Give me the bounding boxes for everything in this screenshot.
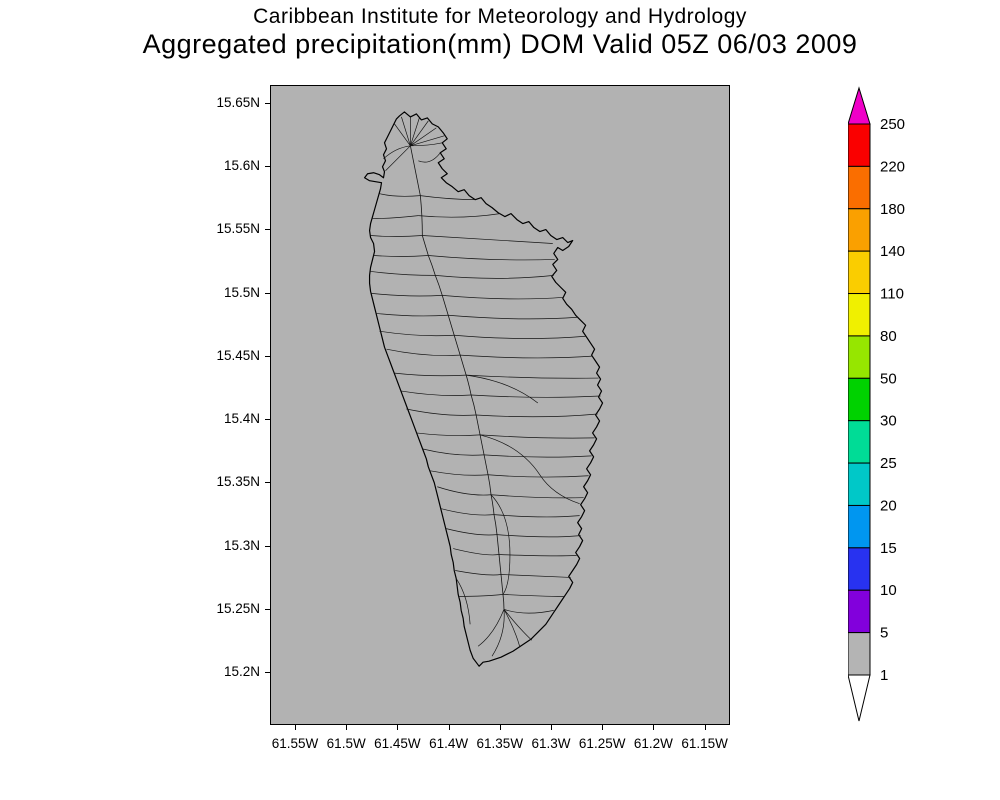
colorbar-label: 180: [880, 201, 905, 218]
y-axis-tick: [265, 166, 270, 168]
y-axis-label: 15.45N: [216, 347, 260, 363]
x-axis-label: 61.15W: [681, 736, 728, 751]
colorbar-segment: [847, 462, 871, 506]
colorbar-segment: [847, 547, 871, 591]
watershed-spine: [410, 145, 505, 610]
watershed-lines-south: [455, 374, 580, 657]
y-axis-label: 15.2N: [223, 663, 260, 679]
colorbar-segment: [847, 165, 871, 210]
x-axis-tick: [499, 725, 501, 730]
y-axis-tick: [265, 103, 270, 104]
x-axis-tick: [551, 725, 552, 730]
x-axis-tick: [602, 725, 604, 730]
colorbar-segment: [847, 420, 871, 464]
y-axis-label: 15.3N: [223, 537, 260, 553]
y-axis-tick: [265, 671, 270, 673]
colorbar-label: 5: [880, 625, 888, 642]
x-axis-tick: [397, 725, 399, 730]
x-axis-tick: [295, 725, 296, 730]
watershed-lines-north: [383, 115, 445, 171]
watershed-lines-west: [370, 193, 504, 597]
colorbar-segment: [847, 208, 871, 252]
colorbar-label: 15: [880, 540, 897, 557]
y-axis-tick: [265, 292, 270, 294]
x-axis-label: 61.4W: [429, 736, 469, 751]
colorbar-label: 250: [880, 116, 905, 133]
colorbar-label: 10: [880, 582, 897, 599]
dominica-coastline: [363, 111, 604, 667]
colorbar-svg: 250 220 180 140 110 80 50 30 25 20 15 10 5 1: [847, 86, 905, 722]
colorbar-label: 110: [880, 286, 904, 303]
x-axis-label: 61.3W: [531, 736, 571, 751]
y-axis-tick: [265, 355, 270, 357]
y-axis-label: 15.4N: [223, 411, 260, 427]
colorbar-label: 25: [880, 455, 897, 472]
colorbar-label: 220: [880, 158, 905, 175]
x-axis-label: 61.5W: [326, 736, 366, 751]
colorbar-segment: [847, 123, 871, 167]
y-axis-tick: [265, 419, 270, 421]
y-axis-label: 15.35N: [216, 474, 260, 490]
x-axis-label: 61.35W: [476, 736, 524, 751]
y-axis-tick: [265, 482, 270, 484]
watershed-lines-east: [418, 195, 601, 597]
plot-title: Caribbean Institute for Meteorology and …: [0, 5, 1000, 60]
colorbar-segment: [847, 335, 871, 379]
colorbar-label: 30: [880, 413, 897, 430]
x-axis-label: 61.2W: [633, 736, 673, 751]
colorbar: 250 220 180 140 110 80 50 30 25 20 15 10 5 1: [847, 86, 968, 731]
x-axis-label: 61.55W: [271, 736, 319, 751]
colorbar-segment: [847, 293, 871, 337]
map-plot-area: [270, 85, 730, 725]
title-product: Aggregated precipitation(mm) DOM Valid 0…: [142, 29, 858, 59]
y-axis-label: 15.25N: [216, 600, 260, 616]
x-axis-tick: [653, 725, 655, 730]
colorbar-label: 20: [880, 497, 897, 514]
colorbar-segment: [847, 250, 871, 295]
colorbar-segment: [847, 377, 871, 422]
colorbar-top-arrow: [847, 86, 871, 125]
colorbar-label: 50: [880, 370, 897, 387]
x-axis-tick: [704, 725, 706, 730]
x-axis-tick: [448, 725, 450, 730]
y-axis-tick: [265, 229, 270, 231]
colorbar-segment: [847, 632, 871, 676]
x-axis-tick: [346, 725, 348, 730]
colorbar-label: 140: [880, 243, 905, 260]
x-axis-label: 61.45W: [374, 736, 421, 751]
y-axis-label: 15.5N: [223, 284, 260, 300]
y-axis-tick: [265, 545, 270, 547]
y-axis-label: 15.55N: [216, 221, 260, 237]
y-axis-label: 15.65N: [216, 95, 260, 110]
colorbar-bottom-arrow: [847, 674, 871, 722]
colorbar-segment: [847, 589, 871, 634]
y-axis-tick: [265, 608, 270, 610]
y-axis-label: 15.6N: [223, 158, 260, 174]
colorbar-label: 80: [880, 328, 897, 345]
dominica-watershed-map: [363, 111, 604, 667]
x-axis-label: 61.25W: [578, 736, 626, 751]
colorbar-label: 1: [880, 667, 888, 684]
title-institute: Caribbean Institute for Meteorology and …: [253, 5, 747, 28]
colorbar-segment: [847, 504, 871, 549]
